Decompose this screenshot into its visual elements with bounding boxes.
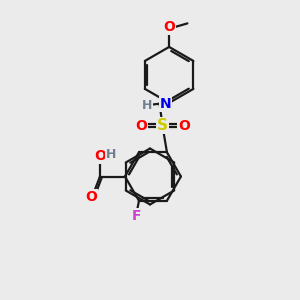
Text: S: S [157, 118, 168, 133]
Text: O: O [85, 190, 97, 204]
Text: O: O [163, 20, 175, 34]
Text: O: O [94, 149, 106, 163]
Text: H: H [142, 99, 152, 112]
Text: N: N [160, 97, 171, 111]
Text: F: F [131, 209, 141, 223]
Text: O: O [135, 119, 147, 133]
Text: O: O [178, 119, 190, 133]
Text: H: H [106, 148, 116, 161]
